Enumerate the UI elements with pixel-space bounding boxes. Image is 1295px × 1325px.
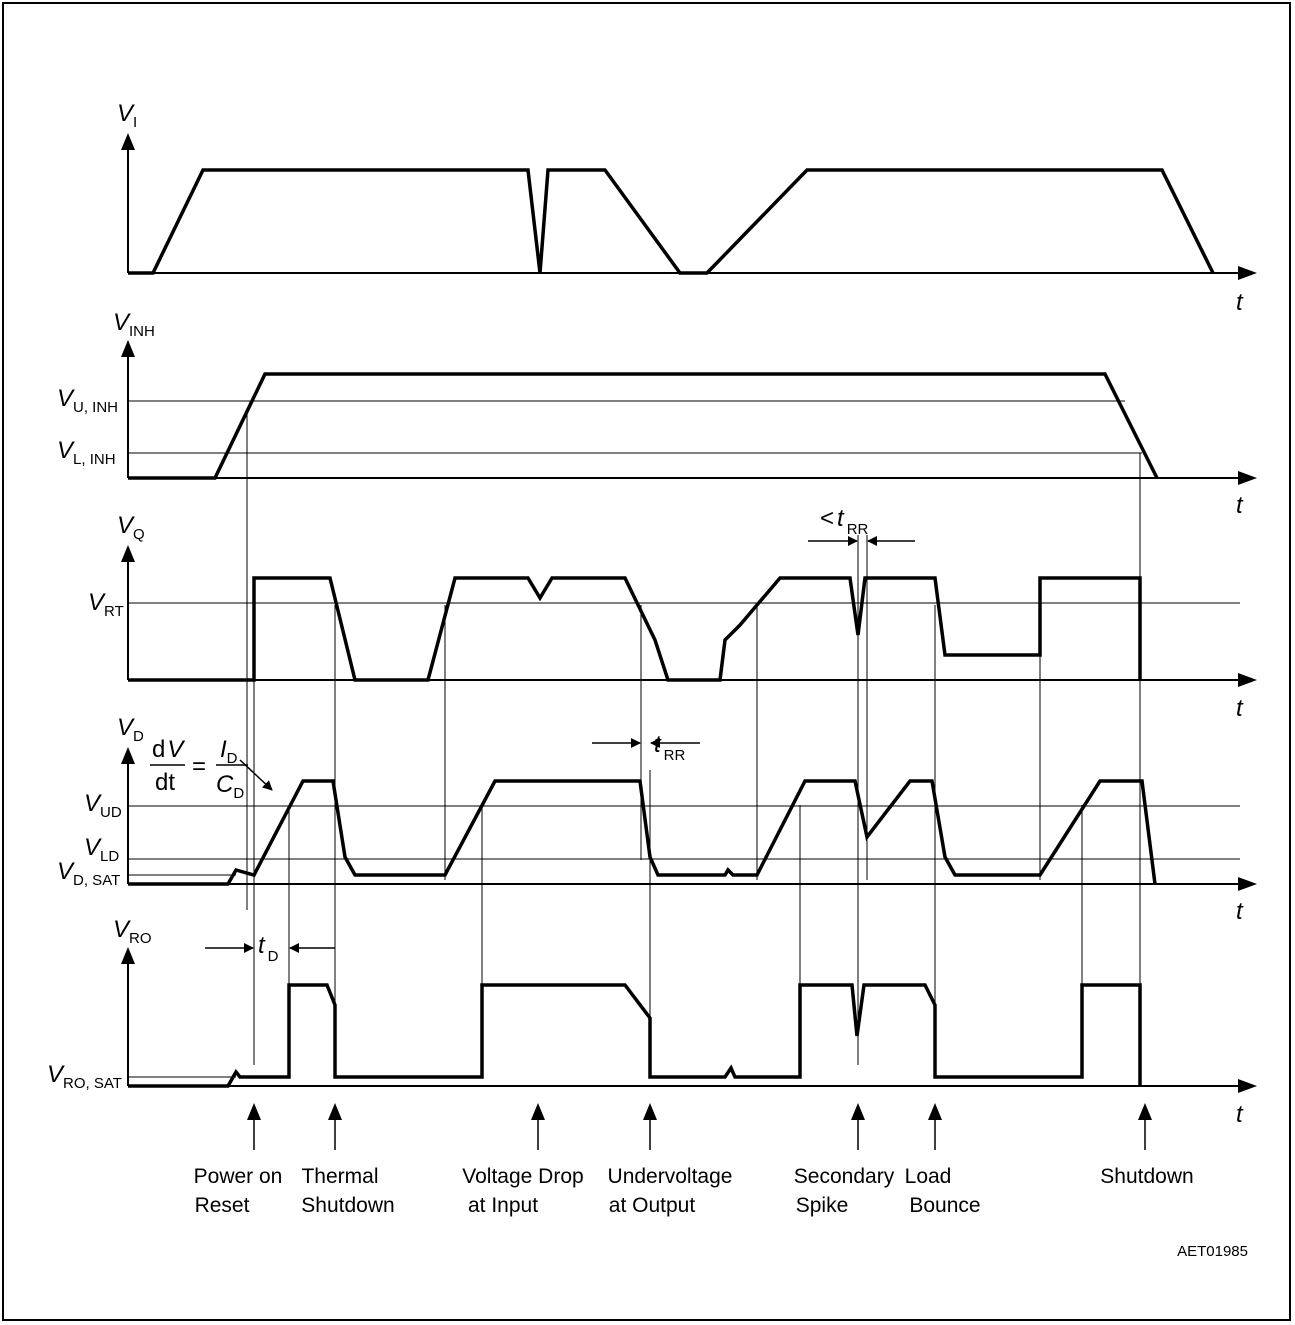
vd-waveform [128,779,1157,886]
t-label-vi: t [1236,289,1244,316]
event-label-voltage-drop-line2: at Input [468,1194,538,1217]
event-label-voltage-drop: Voltage Drop [462,1165,583,1188]
trr-label: t RR [654,731,686,764]
lt-trr-label: < t RR [820,505,869,538]
event-label-secondary-spike-line2: Spike [796,1194,849,1217]
vld-label: VLD [84,834,119,865]
vd-axis-label: VD [117,714,144,745]
vinh-waveform [128,372,1159,480]
event-reference-lines [246,410,1141,1070]
vd-sat-label: VD, SAT [57,858,120,889]
event-label-power-on-reset-line2: Reset [195,1194,250,1217]
event-label-load-bounce-line2: Bounce [909,1194,980,1217]
t-label-vinh: t [1236,492,1244,519]
axes [127,148,1240,1087]
vq-waveform [128,576,1142,682]
figure-code: AET01985 [1177,1243,1248,1260]
axis-arrowheads [121,133,1257,1093]
event-label-undervoltage-line2: at Output [609,1194,696,1217]
timing-dimensions [205,536,915,953]
vl-inh-label: VL, INH [57,437,116,468]
formula-eq: = [192,753,206,780]
formula-dv: dV [152,736,185,763]
vu-inh-label: VU, INH [57,385,118,416]
event-labels: Power on Reset Thermal Shutdown Voltage … [194,1165,1194,1217]
t-label-vq: t [1236,695,1244,722]
vro-waveform [128,983,1142,1088]
vro-sat-label: VRO, SAT [47,1061,122,1092]
t-label-vro: t [1236,1101,1244,1128]
event-label-thermal-shutdown-line2: Shutdown [301,1194,394,1217]
event-markers [253,1118,1146,1150]
event-label-shutdown: Shutdown [1100,1165,1193,1188]
vrt-label: VRT [88,589,124,620]
event-marker-heads [247,1103,1152,1120]
event-label-load-bounce: Load [905,1165,952,1188]
waveforms [128,168,1215,1088]
vinh-axis-label: VINH [113,309,155,340]
event-label-secondary-spike: Secondary [794,1165,895,1188]
vi-waveform [128,168,1215,275]
vro-axis-label: VRO [113,916,152,947]
formula-id: ID [220,736,238,767]
slope-formula: dV dt = ID CD [150,736,248,802]
t-label-vd: t [1236,898,1244,925]
vi-axis-label: VI [117,100,137,131]
event-label-thermal-shutdown: Thermal [301,1165,378,1188]
threshold-lines [128,400,1240,1078]
vud-label: VUD [84,790,122,821]
formula-cd: CD [216,771,244,802]
event-label-power-on-reset: Power on [194,1165,283,1188]
event-label-undervoltage: Undervoltage [608,1165,733,1188]
vq-axis-label: VQ [117,512,145,543]
formula-dt: dt [155,769,175,796]
